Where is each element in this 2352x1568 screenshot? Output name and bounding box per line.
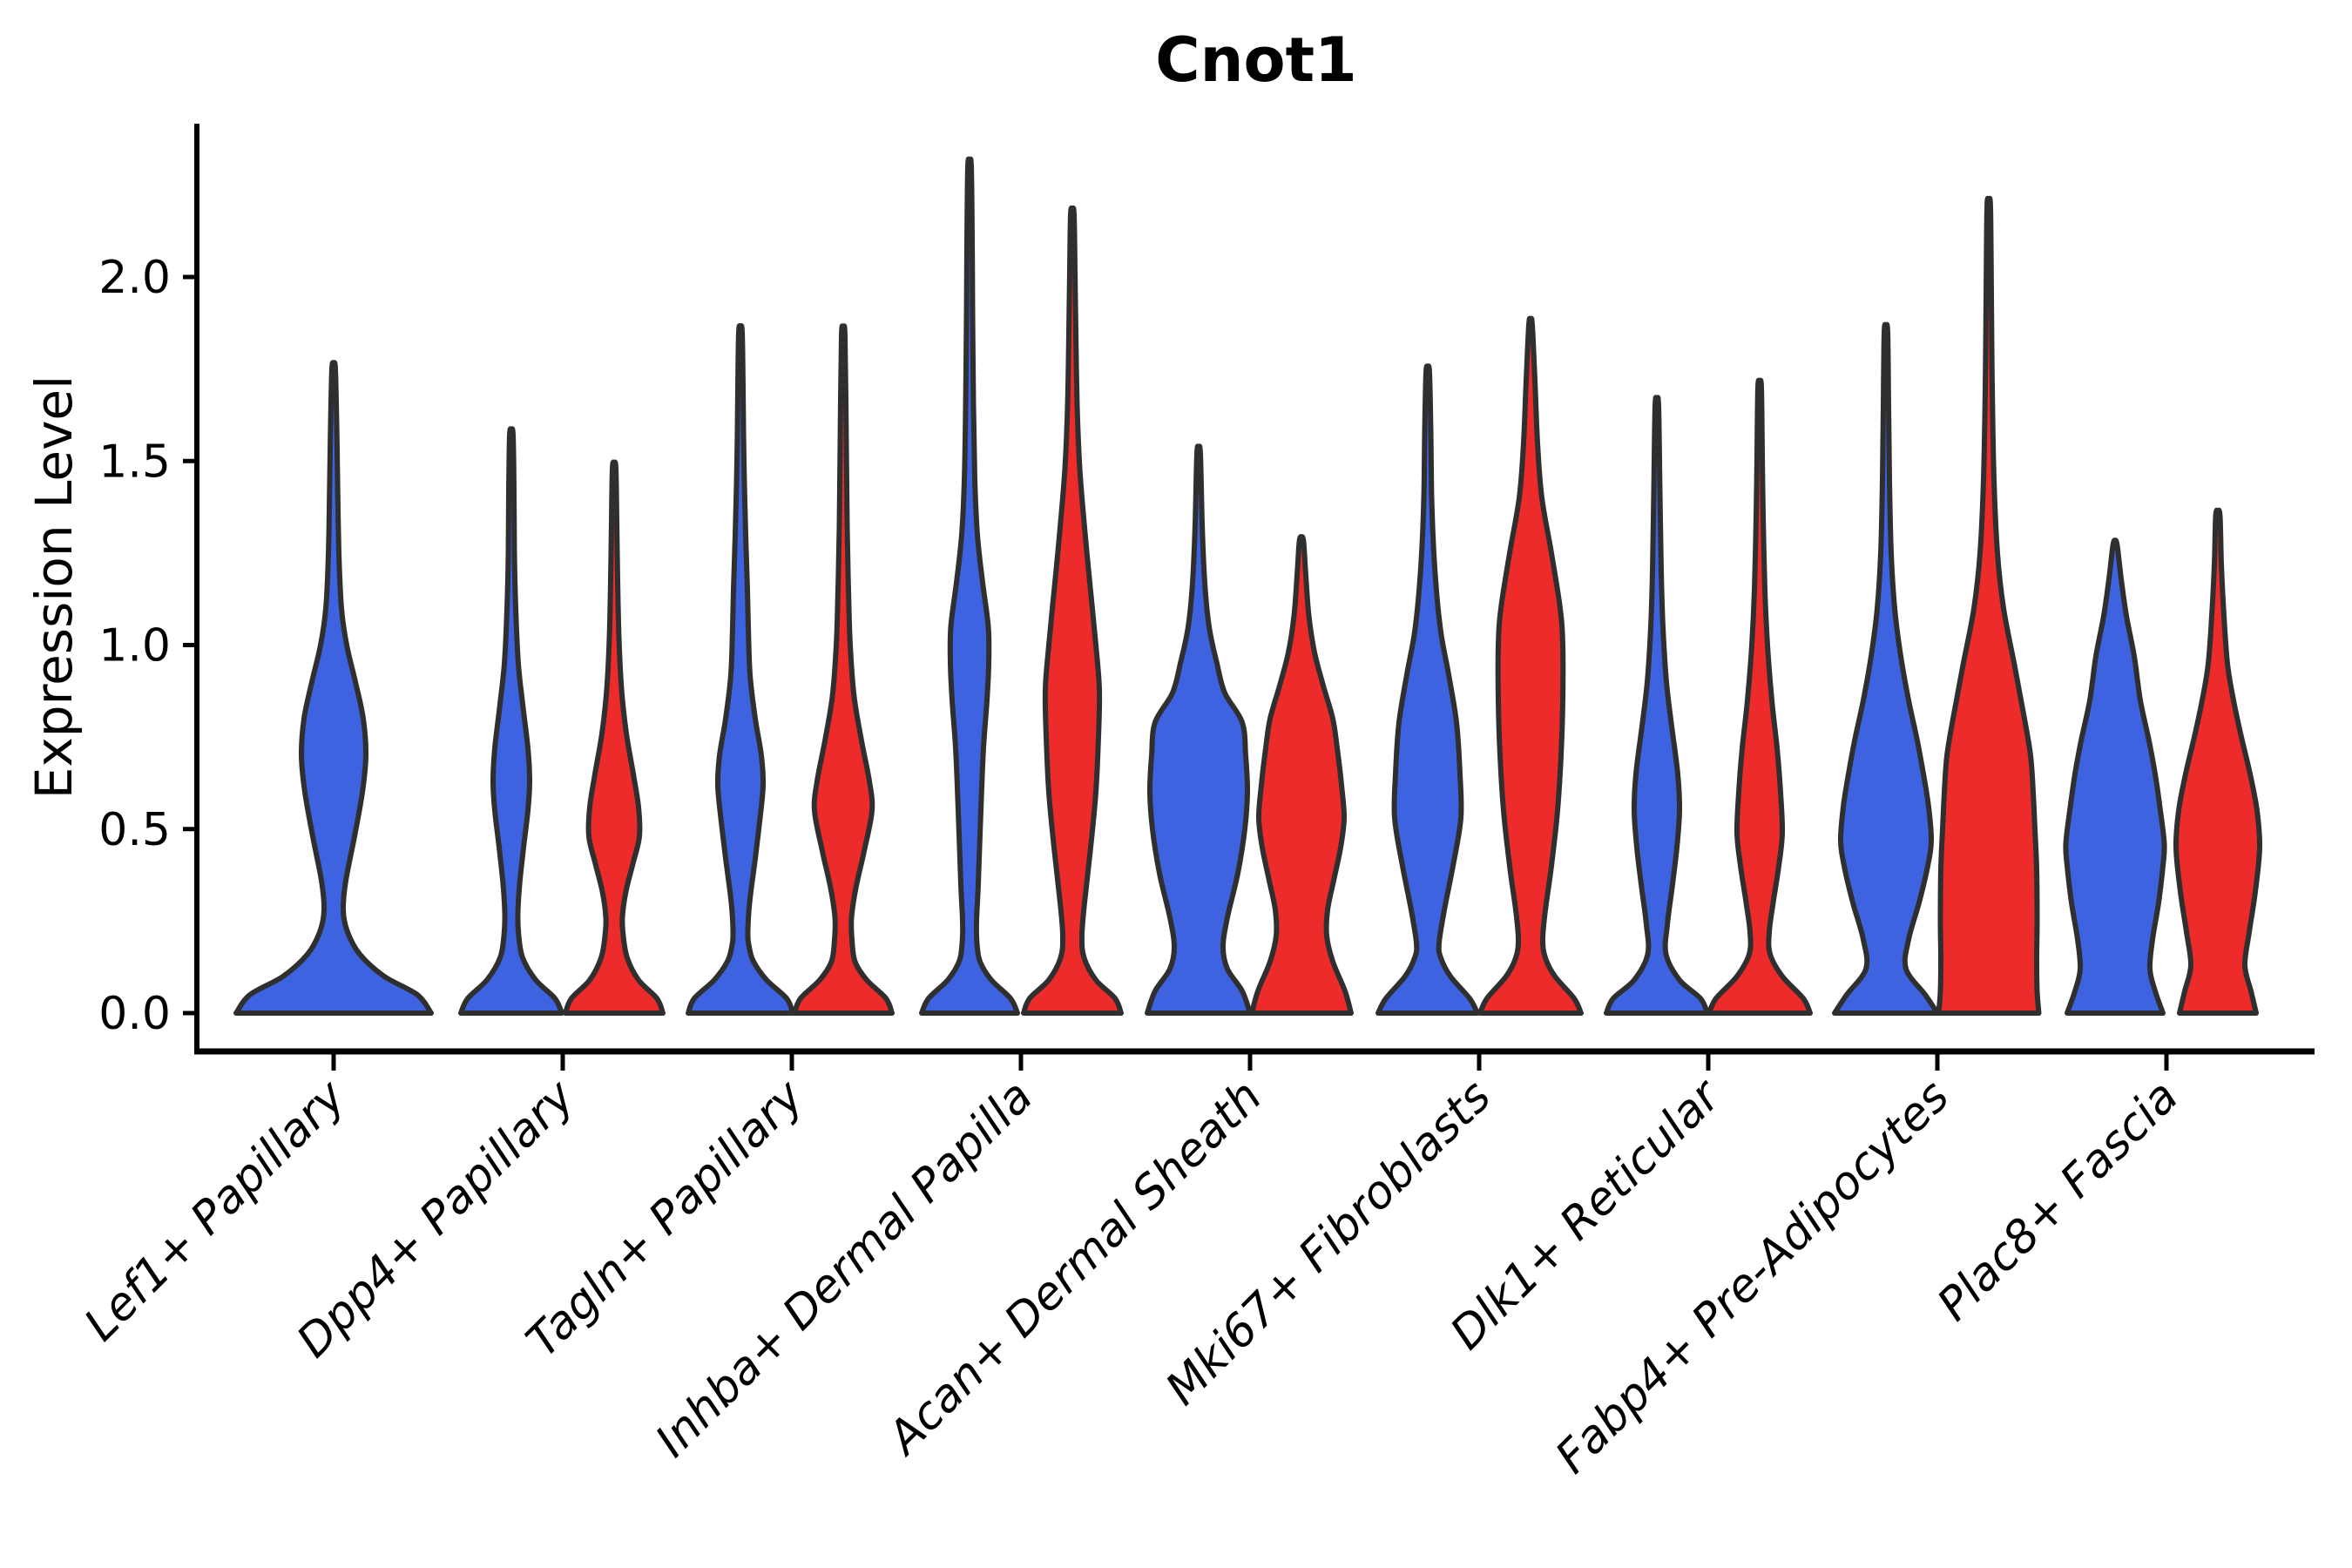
y-tick-label: 0.5 (98, 804, 171, 856)
violin-fabp4-pre-adipocytes-blue (1832, 321, 1940, 1016)
violin-dlk1-reticular-blue (1604, 395, 1710, 1016)
violin-fabp4-pre-adipocytes-red (1936, 195, 2042, 1016)
violin-acan-dermal-sheath-red (1249, 534, 1354, 1016)
x-tick-label-acan-dermal-sheath: Acan+ Dermal Sheath (876, 1071, 1272, 1466)
x-tick-label-plac8-fascia: Plac8+ Fascia (1928, 1071, 2188, 1331)
chart-title: Cnot1 (1155, 24, 1357, 96)
violin-plac8-fascia-blue (2063, 537, 2167, 1016)
violin-tagln-papillary-red (792, 323, 895, 1016)
violin-inhba-dermal-papilla-red (1021, 205, 1124, 1016)
violin-plac8-fascia-red (2173, 507, 2263, 1016)
y-tick-label: 0.0 (98, 988, 171, 1040)
violin-acan-dermal-sheath-blue (1145, 443, 1253, 1016)
y-tick-label: 2.0 (98, 252, 171, 304)
violin-mki67-fibroblasts-red (1477, 315, 1584, 1016)
violin-mki67-fibroblasts-blue (1375, 363, 1480, 1016)
violin-dpp4-papillary-red (563, 459, 666, 1016)
violin-inhba-dermal-papilla-blue (919, 156, 1020, 1016)
violin-dpp4-papillary-blue (458, 426, 564, 1016)
y-tick-label: 1.5 (98, 436, 171, 488)
y-tick-label: 1.0 (98, 620, 171, 672)
x-tick-label-inhba-dermal-papilla: Inhba+ Dermal Papilla (645, 1071, 1043, 1468)
violin-tagln-papillary-blue (686, 323, 795, 1016)
x-tick-label-fabp4-pre-adipocytes: Fabp4+ Pre-Adipocytes (1546, 1071, 1960, 1484)
violin-dlk1-reticular-red (1707, 377, 1813, 1016)
violin-lef1-papillary-blue (233, 360, 434, 1016)
